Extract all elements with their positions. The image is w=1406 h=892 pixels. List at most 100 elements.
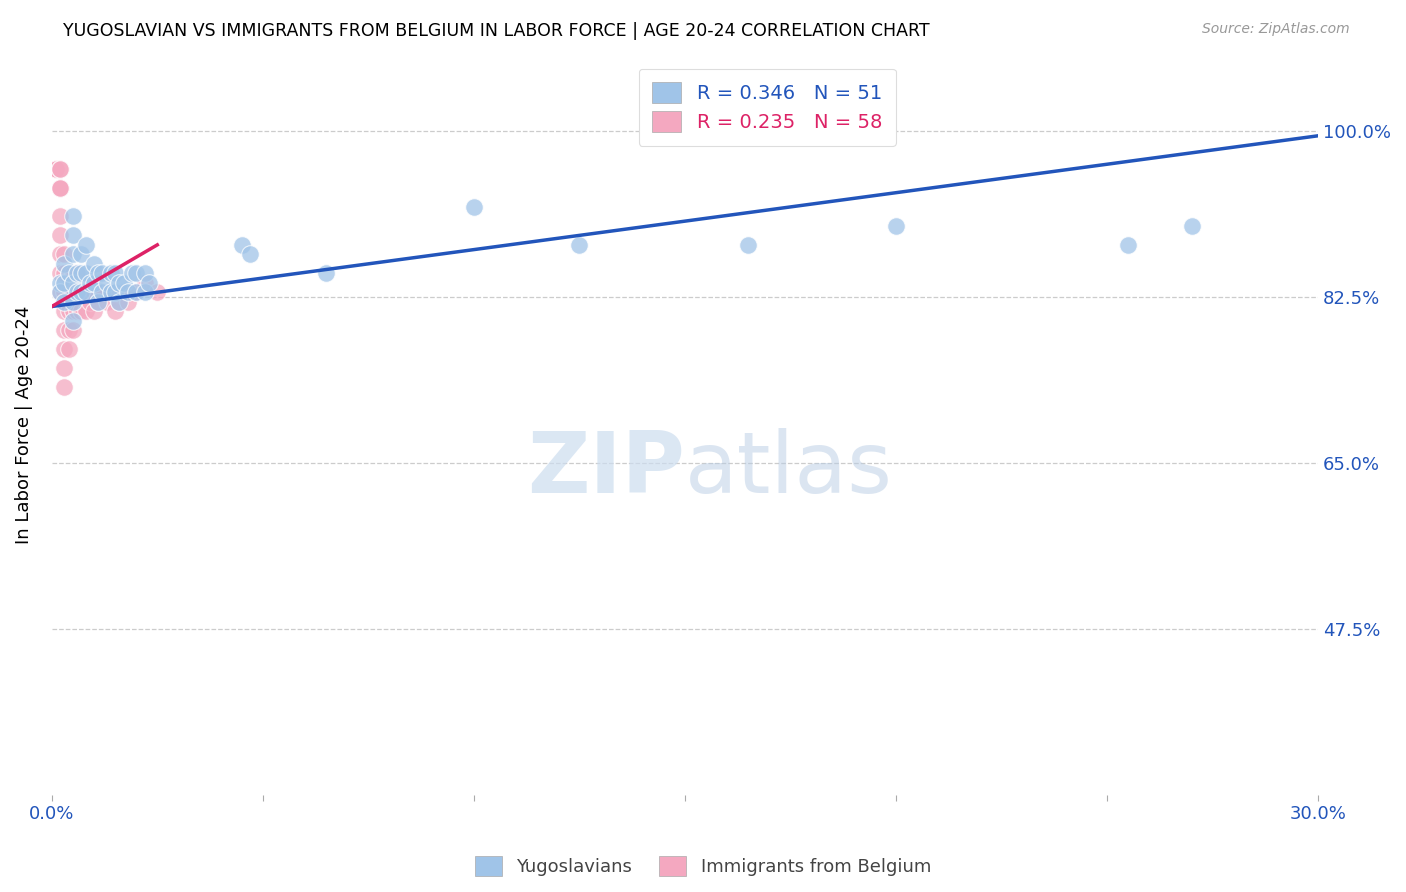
Text: YUGOSLAVIAN VS IMMIGRANTS FROM BELGIUM IN LABOR FORCE | AGE 20-24 CORRELATION CH: YUGOSLAVIAN VS IMMIGRANTS FROM BELGIUM I… bbox=[63, 22, 929, 40]
Point bbox=[53, 323, 76, 337]
Point bbox=[66, 285, 89, 300]
Point bbox=[87, 294, 110, 309]
Point bbox=[58, 285, 80, 300]
Point bbox=[45, 161, 67, 176]
Point bbox=[49, 285, 72, 300]
Point bbox=[100, 285, 122, 300]
Point bbox=[62, 266, 84, 280]
Point bbox=[112, 276, 135, 290]
Point bbox=[66, 285, 89, 300]
Point bbox=[58, 323, 80, 337]
Point bbox=[45, 161, 67, 176]
Text: Source: ZipAtlas.com: Source: ZipAtlas.com bbox=[1202, 22, 1350, 37]
Point bbox=[1180, 219, 1202, 233]
Point bbox=[91, 266, 114, 280]
Text: ZIP: ZIP bbox=[527, 428, 685, 511]
Point bbox=[884, 219, 907, 233]
Point bbox=[58, 304, 80, 318]
Point bbox=[49, 285, 72, 300]
Legend: R = 0.346   N = 51, R = 0.235   N = 58: R = 0.346 N = 51, R = 0.235 N = 58 bbox=[638, 69, 896, 146]
Point bbox=[96, 276, 118, 290]
Point bbox=[117, 285, 139, 300]
Point bbox=[79, 294, 101, 309]
Point bbox=[70, 304, 93, 318]
Text: atlas: atlas bbox=[685, 428, 893, 511]
Point bbox=[239, 247, 262, 261]
Point bbox=[53, 276, 76, 290]
Point bbox=[87, 266, 110, 280]
Point bbox=[125, 266, 148, 280]
Point bbox=[49, 266, 72, 280]
Point bbox=[70, 247, 93, 261]
Point bbox=[121, 266, 143, 280]
Point bbox=[66, 304, 89, 318]
Point bbox=[70, 285, 93, 300]
Point bbox=[62, 276, 84, 290]
Point bbox=[75, 285, 97, 300]
Point bbox=[138, 276, 160, 290]
Point bbox=[49, 181, 72, 195]
Point bbox=[49, 161, 72, 176]
Point bbox=[108, 294, 131, 309]
Point bbox=[62, 304, 84, 318]
Legend: Yugoslavians, Immigrants from Belgium: Yugoslavians, Immigrants from Belgium bbox=[468, 848, 938, 883]
Point bbox=[45, 161, 67, 176]
Point bbox=[49, 210, 72, 224]
Point bbox=[463, 200, 485, 214]
Point bbox=[737, 238, 759, 252]
Point bbox=[53, 247, 76, 261]
Point bbox=[53, 380, 76, 394]
Point bbox=[66, 266, 89, 280]
Point bbox=[87, 294, 110, 309]
Point bbox=[66, 266, 89, 280]
Point bbox=[134, 276, 156, 290]
Point bbox=[45, 161, 67, 176]
Point bbox=[53, 285, 76, 300]
Point bbox=[49, 181, 72, 195]
Point bbox=[49, 276, 72, 290]
Point bbox=[75, 266, 97, 280]
Point bbox=[53, 304, 76, 318]
Point bbox=[91, 285, 114, 300]
Point bbox=[70, 266, 93, 280]
Point bbox=[49, 228, 72, 243]
Point bbox=[45, 161, 67, 176]
Point bbox=[45, 161, 67, 176]
Point bbox=[53, 257, 76, 271]
Point bbox=[83, 257, 105, 271]
Point bbox=[83, 304, 105, 318]
Point bbox=[146, 285, 169, 300]
Point bbox=[231, 238, 253, 252]
Y-axis label: In Labor Force | Age 20-24: In Labor Force | Age 20-24 bbox=[15, 306, 32, 544]
Point bbox=[49, 181, 72, 195]
Point bbox=[62, 247, 84, 261]
Point bbox=[49, 161, 72, 176]
Point bbox=[62, 294, 84, 309]
Point bbox=[45, 161, 67, 176]
Point bbox=[75, 285, 97, 300]
Point bbox=[104, 285, 127, 300]
Point bbox=[96, 294, 118, 309]
Point bbox=[45, 161, 67, 176]
Point bbox=[45, 161, 67, 176]
Point bbox=[568, 238, 591, 252]
Point bbox=[112, 285, 135, 300]
Point bbox=[75, 304, 97, 318]
Point bbox=[45, 161, 67, 176]
Point bbox=[62, 323, 84, 337]
Point bbox=[83, 276, 105, 290]
Point bbox=[100, 285, 122, 300]
Point bbox=[62, 210, 84, 224]
Point bbox=[58, 266, 80, 280]
Point bbox=[49, 247, 72, 261]
Point bbox=[104, 266, 127, 280]
Point bbox=[79, 276, 101, 290]
Point bbox=[134, 266, 156, 280]
Point bbox=[58, 266, 80, 280]
Point bbox=[70, 285, 93, 300]
Point bbox=[100, 266, 122, 280]
Point bbox=[1116, 238, 1139, 252]
Point bbox=[315, 266, 337, 280]
Point bbox=[117, 294, 139, 309]
Point bbox=[53, 361, 76, 376]
